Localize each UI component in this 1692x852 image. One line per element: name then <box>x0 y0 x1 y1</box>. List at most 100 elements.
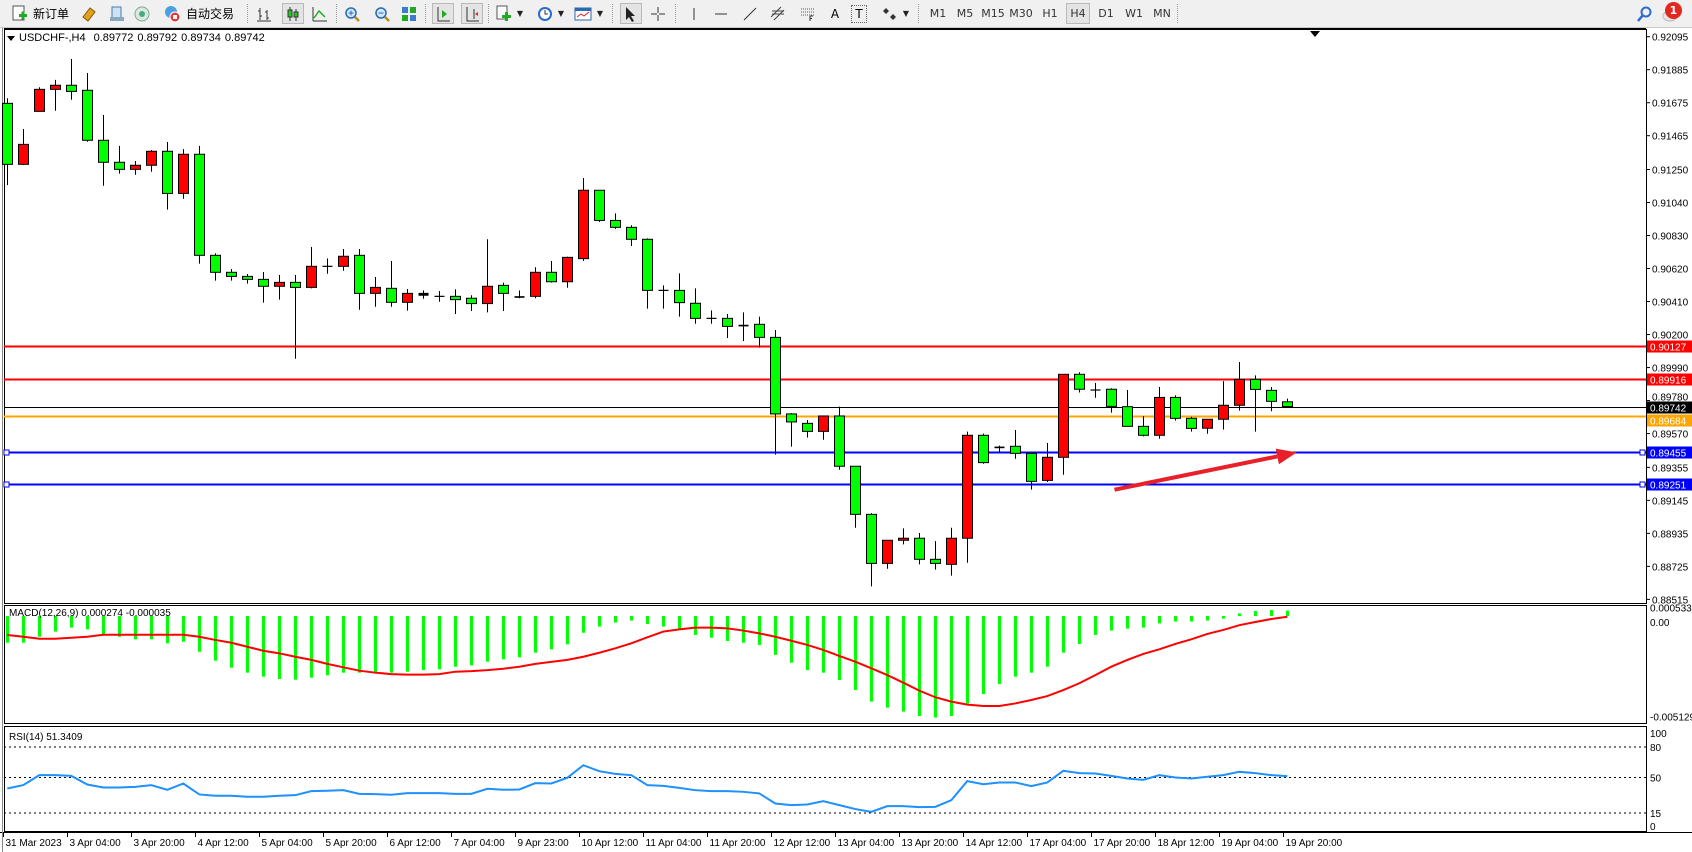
candle <box>802 420 813 438</box>
arrow-head-icon[interactable] <box>1275 448 1297 465</box>
auto-trading-button[interactable]: 自动交易 <box>186 7 235 21</box>
arrows-icon[interactable] <box>880 3 900 24</box>
arrows-dropdown-icon[interactable]: ▼ <box>902 9 910 18</box>
timeframe-mn-button[interactable]: MN <box>1153 7 1171 20</box>
signal-icon[interactable] <box>132 3 152 24</box>
candle-bullish-body <box>1154 396 1165 436</box>
timeframe-m15-button[interactable]: M15 <box>981 7 1005 20</box>
trendline-icon[interactable] <box>740 3 760 24</box>
candle-bearish-body <box>354 254 365 294</box>
periods-icon[interactable] <box>535 3 555 24</box>
trend-arrow[interactable] <box>1114 448 1297 492</box>
zoom-out-icon[interactable] <box>372 3 392 24</box>
toolbar-separator <box>425 4 427 23</box>
text-tool-button[interactable]: T <box>851 5 867 23</box>
periods-dropdown-icon[interactable]: ▼ <box>557 9 565 18</box>
candle <box>642 238 653 309</box>
arrow-shaft[interactable] <box>1114 454 1278 492</box>
fibonacci-icon[interactable] <box>798 3 818 24</box>
candle <box>1250 375 1261 432</box>
macd-histogram-bar <box>70 616 73 628</box>
label-tool-button[interactable]: A <box>830 6 840 21</box>
crosshair-icon[interactable] <box>648 3 668 24</box>
line-chart-icon[interactable] <box>310 3 330 24</box>
auto-trading-icon[interactable] <box>162 3 182 24</box>
candle <box>1106 388 1117 413</box>
search-icon[interactable] <box>1635 3 1655 24</box>
new-order-icon[interactable] <box>10 3 30 24</box>
candle <box>1170 395 1181 421</box>
rsi-axis-label: 15 <box>1650 809 1662 820</box>
candle <box>1010 429 1021 459</box>
line-handle-left[interactable] <box>3 449 10 456</box>
candlestick-icon[interactable] <box>282 3 304 24</box>
candle <box>658 285 669 309</box>
macd-histogram-bar <box>918 616 921 716</box>
timeframe-m5-button[interactable]: M5 <box>956 7 974 20</box>
horizontal-line-icon[interactable] <box>711 3 731 24</box>
macd-histogram-bar <box>1014 616 1017 677</box>
templates-icon[interactable] <box>573 3 593 24</box>
macd-histogram-bar <box>822 616 825 673</box>
candle <box>370 277 381 307</box>
timeframe-w1-button[interactable]: W1 <box>1125 7 1143 20</box>
macd-histogram-bar <box>1222 616 1225 619</box>
macd-histogram-bar <box>806 616 809 671</box>
price-axis-label: 0.89355 <box>1652 463 1689 474</box>
candle <box>1138 415 1149 437</box>
timeframe-h1-button[interactable]: H1 <box>1042 7 1058 20</box>
symbol-timeframe: USDCHF-,H4 <box>19 32 86 44</box>
metaeditor-icon[interactable] <box>79 3 99 24</box>
rsi-axis-label: 100 <box>1650 729 1667 740</box>
timeframe-m1-button[interactable]: M1 <box>929 7 947 20</box>
time-axis-label: 9 Apr 23:00 <box>518 838 570 849</box>
indicators-icon[interactable] <box>494 3 514 24</box>
macd-histogram-bar <box>358 616 361 673</box>
chart-shift-marker-icon[interactable] <box>1310 31 1320 37</box>
cursor-icon[interactable] <box>620 3 642 24</box>
candle <box>722 313 733 339</box>
candle-bearish-body <box>786 413 797 423</box>
macd-histogram-bar <box>934 616 937 718</box>
vertical-line-icon[interactable] <box>684 3 704 24</box>
macd-signal-line <box>7 615 1288 708</box>
candle <box>690 288 701 324</box>
time-axis-label: 3 Apr 20:00 <box>134 838 186 849</box>
time-axis-label: 18 Apr 12:00 <box>1158 838 1215 849</box>
new-order-button[interactable]: 新订单 <box>33 7 70 21</box>
macd-histogram-bar <box>838 616 841 681</box>
price-axis-label: 0.89570 <box>1652 430 1689 441</box>
timeframe-h4-button[interactable]: H4 <box>1066 3 1090 24</box>
candle <box>562 256 573 288</box>
templates-dropdown-icon[interactable]: ▼ <box>596 9 604 18</box>
price-label: 0.89455 <box>1650 449 1687 460</box>
candle <box>930 541 941 570</box>
price-label: 0.89251 <box>1650 481 1687 492</box>
line-handle-right[interactable] <box>1639 481 1646 488</box>
tile-windows-icon[interactable] <box>399 3 419 24</box>
navigator-icon[interactable] <box>107 3 127 24</box>
horizontal-lines[interactable]: 0.90127 0.89916 0.89742 0.89684 0.89455 0.892… <box>3 340 1692 492</box>
candle <box>1090 382 1101 398</box>
macd-indicator: 0.000533 0.00 -0.005129 <box>6 603 1692 723</box>
line-handle-left[interactable] <box>3 481 10 488</box>
candle <box>114 145 125 174</box>
zoom-in-icon[interactable] <box>342 3 362 24</box>
indicators-dropdown-icon[interactable]: ▼ <box>516 9 524 18</box>
time-axis-label: 17 Apr 04:00 <box>1030 838 1087 849</box>
chart-shift-icon[interactable] <box>461 3 483 24</box>
candle-bearish-body <box>610 219 621 228</box>
macd-histogram-bar <box>1206 616 1209 621</box>
notification-count[interactable]: 1 <box>1665 2 1682 19</box>
macd-histogram-bar <box>982 616 985 695</box>
macd-histogram-bar <box>262 616 265 677</box>
timeframe-d1-button[interactable]: D1 <box>1098 7 1114 20</box>
line-handle-right[interactable] <box>1639 449 1646 456</box>
time-axis-label: 11 Apr 20:00 <box>710 838 766 849</box>
bar-chart-icon[interactable] <box>254 3 274 24</box>
autoscroll-icon[interactable] <box>432 3 454 24</box>
timeframe-m30-button[interactable]: M30 <box>1009 7 1033 20</box>
collapse-triangle-icon[interactable] <box>7 36 15 41</box>
equidistant-channel-icon[interactable] <box>768 3 788 24</box>
